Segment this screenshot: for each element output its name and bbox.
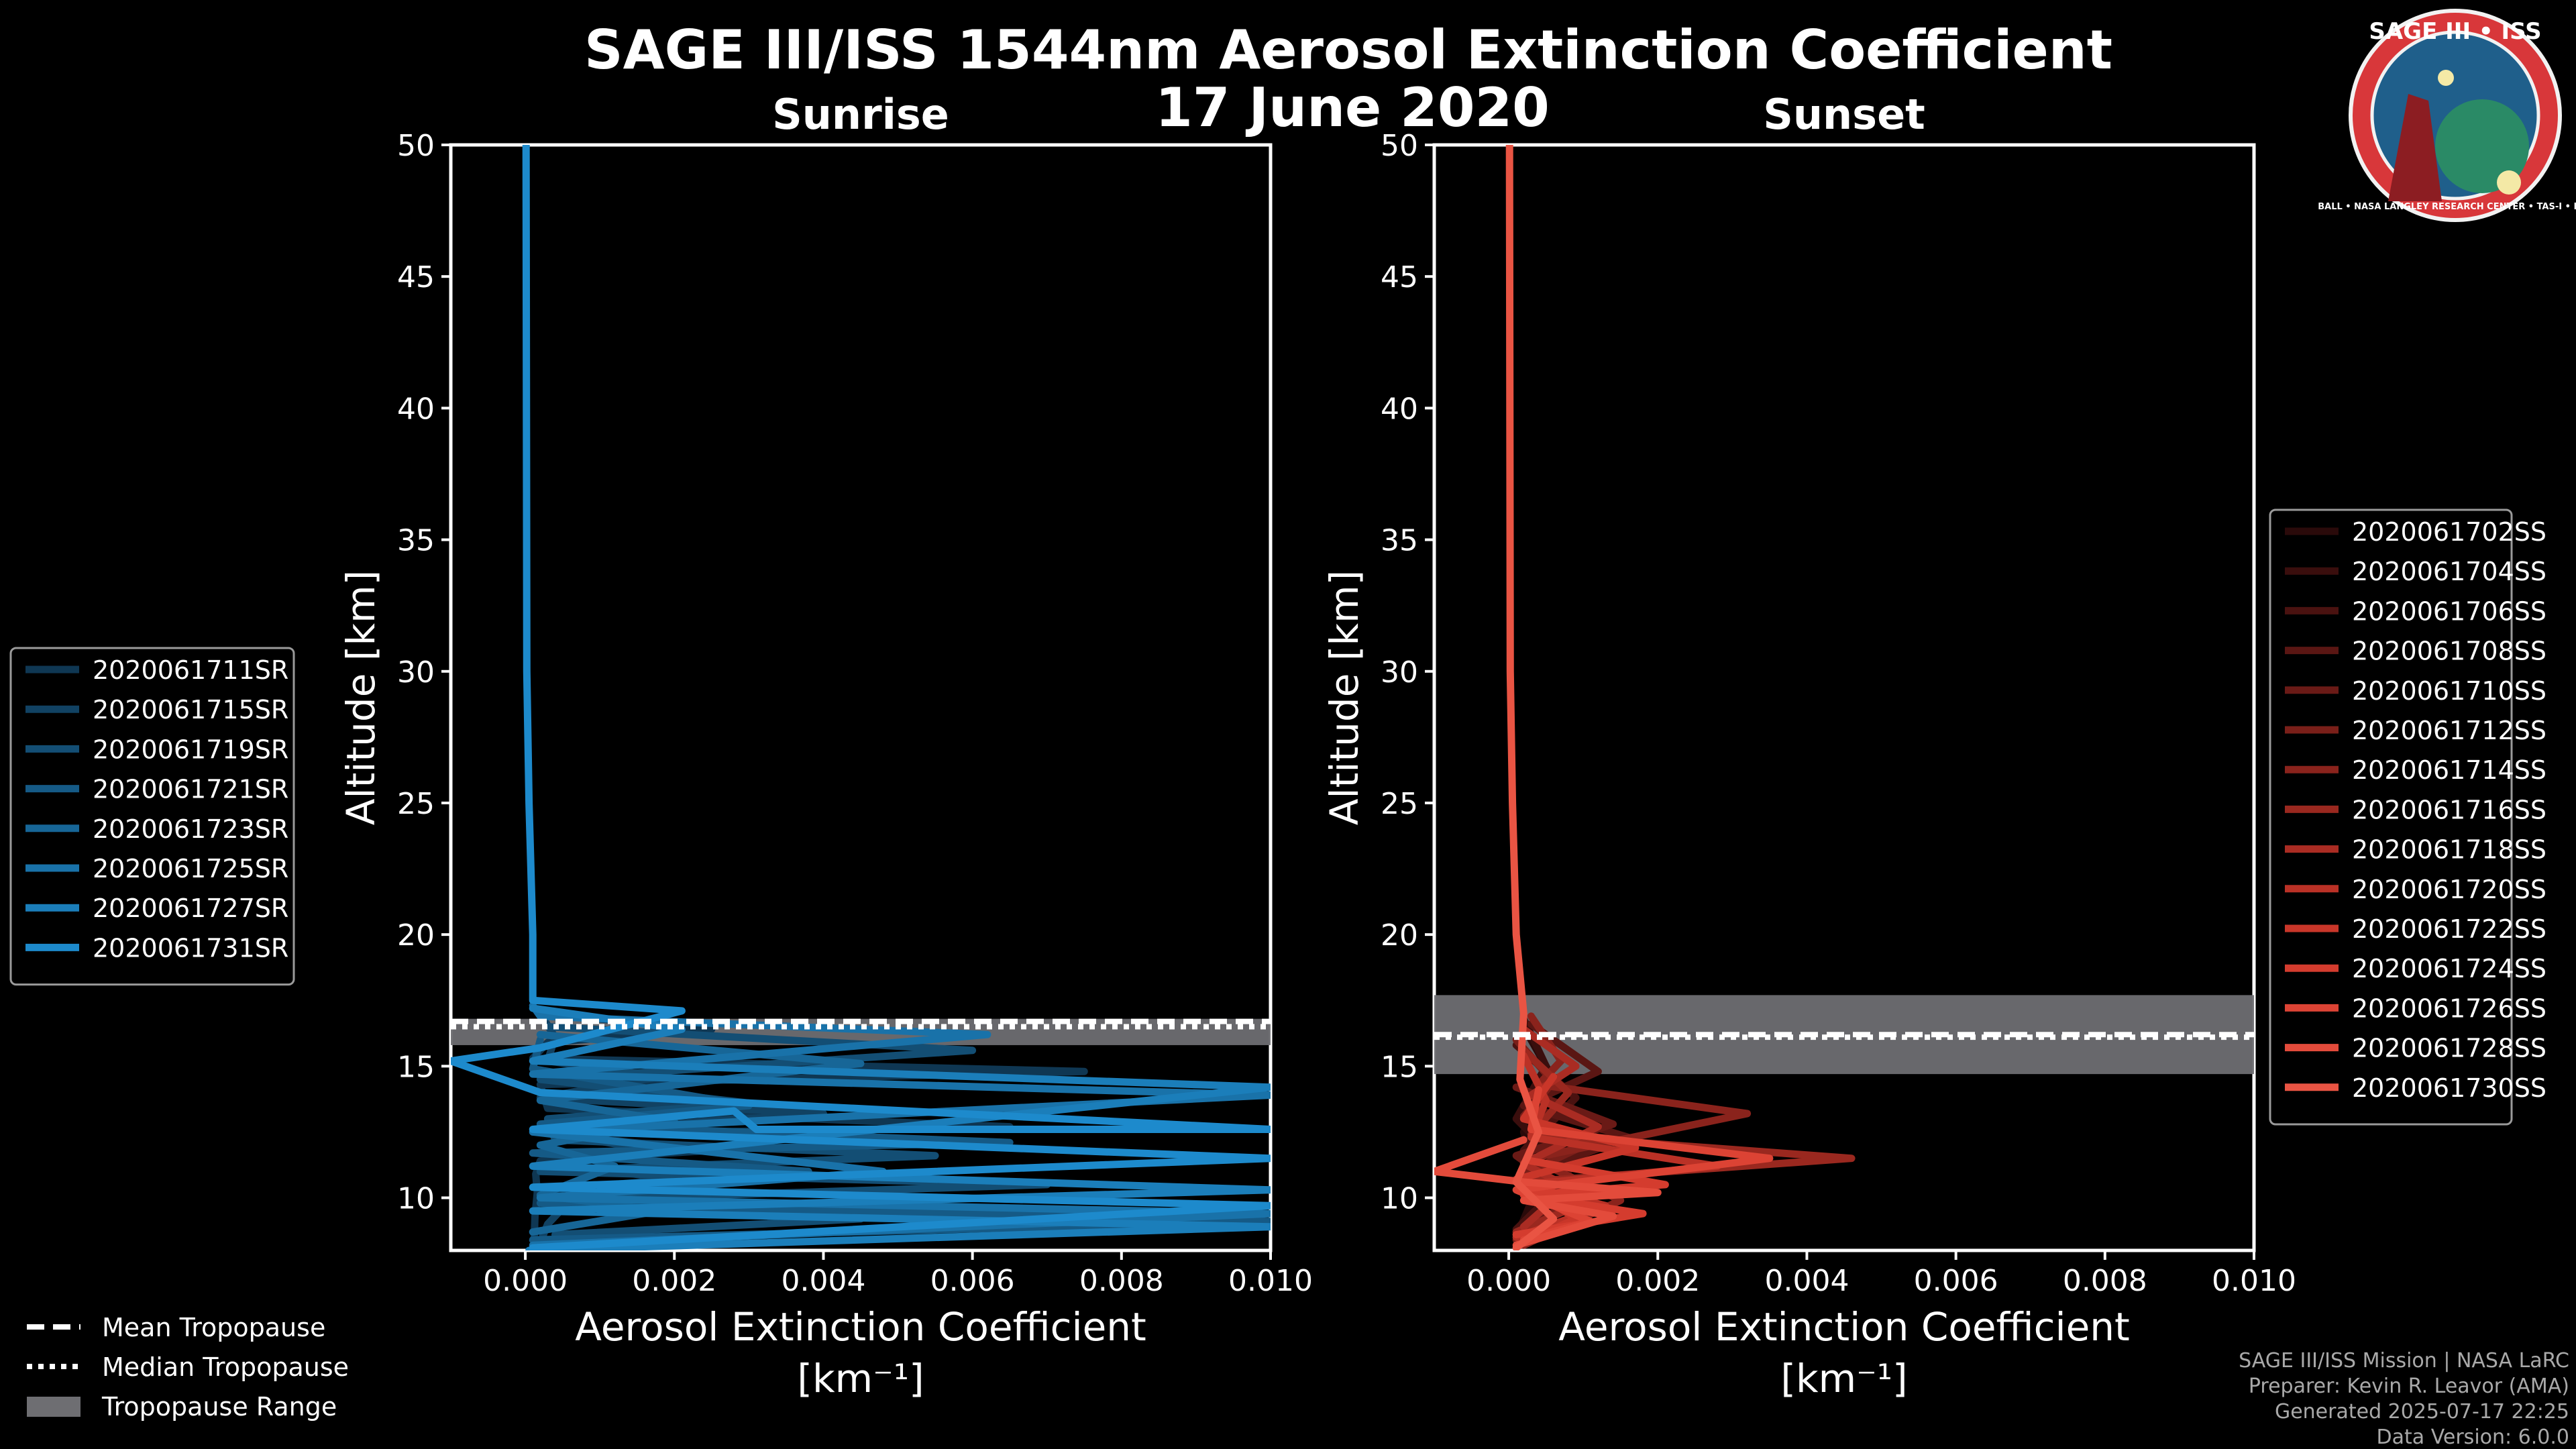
y-tick-label: 40 [1381,392,1418,426]
series-line-2020061730SS [1505,145,1558,1250]
legend-label: 2020061716SS [2352,795,2546,824]
legend-label: 2020061726SS [2352,994,2546,1023]
legend-label: 2020061710SS [2352,676,2546,706]
legend-label: 2020061720SS [2352,875,2546,904]
y-axis-label: Altitude [km] [1322,570,1367,825]
panel-title: Sunrise [772,90,949,139]
legend-label: 2020061711SR [93,655,288,685]
legend-label: 2020061731SR [93,933,288,963]
x-tick-label: 0.006 [930,1264,1015,1298]
x-axis-units: [km⁻¹] [1780,1356,1907,1401]
panel-title: Sunset [1763,90,1925,139]
tropopause-range-label: Tropopause Range [101,1392,337,1421]
y-tick-label: 30 [397,655,435,690]
series-layer [1434,145,1856,1250]
y-axis-label: Altitude [km] [338,570,384,825]
x-tick-label: 0.002 [632,1264,716,1298]
y-tick-label: 25 [1381,787,1418,821]
y-tick-label: 50 [1381,129,1418,163]
legend-label: 2020061719SR [93,735,288,764]
x-tick-label: 0.004 [1764,1264,1849,1298]
y-tick-label: 10 [397,1182,435,1216]
x-tick-label: 0.000 [1466,1264,1551,1298]
x-tick-label: 0.010 [2212,1264,2296,1298]
x-tick-label: 0.010 [1228,1264,1313,1298]
legend-label: 2020061721SR [93,775,288,804]
x-tick-label: 0.002 [1615,1264,1700,1298]
credits: SAGE III/ISS Mission | NASA LaRC Prepare… [2239,1349,2569,1449]
legend-label: 2020061712SS [2352,716,2546,745]
tropopause-lines [1434,1032,2254,1040]
series-line-2020061714SS [1519,1012,1752,1249]
credit-line: Data Version: 6.0.0 [2377,1426,2569,1449]
series-line-2020061731SR [451,145,1271,1250]
y-ticks: 10 15 20 25 30 35 40 45 50 [397,129,451,1216]
moon-icon [2497,170,2521,195]
wizard-icon [2388,94,2442,201]
y-tick-label: 20 [1381,918,1418,953]
y-tick-label: 20 [397,918,435,953]
tropopause-legend: Mean Tropopause Median Tropopause Tropop… [27,1313,349,1421]
y-tick-label: 45 [1381,260,1418,294]
legend-label: 2020061718SS [2352,835,2546,865]
figure-title: SAGE III/ISS 1544nm Aerosol Extinction C… [584,19,2112,81]
mean-tropopause-label: Mean Tropopause [102,1313,325,1342]
legend-label: 2020061723SR [93,814,288,844]
x-axis-label: Aerosol Extinction Coefficient [1558,1304,2130,1350]
y-tick-label: 15 [1381,1050,1418,1084]
figure-date: 17 June 2020 [1155,76,1550,139]
x-tick-label: 0.006 [1914,1264,1998,1298]
legend-label: 2020061702SS [2352,517,2546,547]
legend-label: 2020061708SS [2352,637,2546,666]
legend-label: 2020061704SS [2352,557,2546,586]
legend-label: 2020061725SR [93,854,288,883]
logo-ring-text: BALL • NASA LANGLEY RESEARCH CENTER • TA… [2318,202,2576,212]
y-tick-label: 45 [397,260,435,294]
legend-sunrise: 2020061711SR 2020061715SR 2020061719SR 2020… [9,647,295,986]
legend-label: 2020061730SS [2352,1073,2546,1103]
x-ticks: 0.000 0.002 0.004 0.006 0.008 0.010 [483,1250,1313,1298]
credit-line: Preparer: Kevin R. Leavor (AMA) [2249,1375,2569,1398]
legend-label: 2020061728SS [2352,1034,2546,1063]
y-tick-label: 30 [1381,655,1418,690]
y-tick-label: 15 [397,1050,435,1084]
x-tick-label: 0.008 [2063,1264,2147,1298]
x-tick-label: 0.008 [1079,1264,1164,1298]
legend-label: 2020061724SS [2352,954,2546,983]
y-tick-label: 50 [397,129,435,163]
series-line-2020061728SS [1434,1136,1662,1249]
x-axis-units: [km⁻¹] [797,1356,924,1401]
logo-title: SAGE III • ISS [2369,18,2541,45]
x-tick-label: 0.004 [781,1264,865,1298]
x-axis-label: Aerosol Extinction Coefficient [575,1304,1146,1350]
y-ticks: 10 15 20 25 30 35 40 45 50 [1381,129,1434,1216]
legend-label: 2020061715SR [93,695,288,724]
legend-label: 2020061722SS [2352,914,2546,944]
y-tick-label: 25 [397,787,435,821]
legend-label: 2020061727SR [93,894,288,923]
x-ticks: 0.000 0.002 0.004 0.006 0.008 0.010 [1466,1250,2296,1298]
tropopause-lines [451,1018,1271,1030]
y-tick-label: 10 [1381,1182,1418,1216]
earth-icon [2435,99,2529,193]
legend-label: 2020061714SS [2352,755,2546,785]
x-tick-label: 0.000 [483,1264,568,1298]
tropopause-range-swatch [27,1397,80,1417]
credit-line: SAGE III/ISS Mission | NASA LaRC [2239,1349,2569,1373]
y-tick-label: 35 [1381,524,1418,558]
y-tick-label: 35 [397,524,435,558]
legend-frame [9,647,295,986]
median-tropopause-label: Median Tropopause [102,1352,349,1382]
moon-icon [2438,70,2454,86]
legend-sunset: 2020061702SS 2020061704SS 2020061706SS 2020… [2269,508,2546,1126]
y-tick-label: 40 [397,392,435,426]
legend-label: 2020061706SS [2352,596,2546,626]
credit-line: Generated 2025-07-17 22:25 [2275,1400,2569,1424]
mission-logo: SAGE III • ISS BALL • NASA LANGLEY RESEA… [2318,9,2576,222]
